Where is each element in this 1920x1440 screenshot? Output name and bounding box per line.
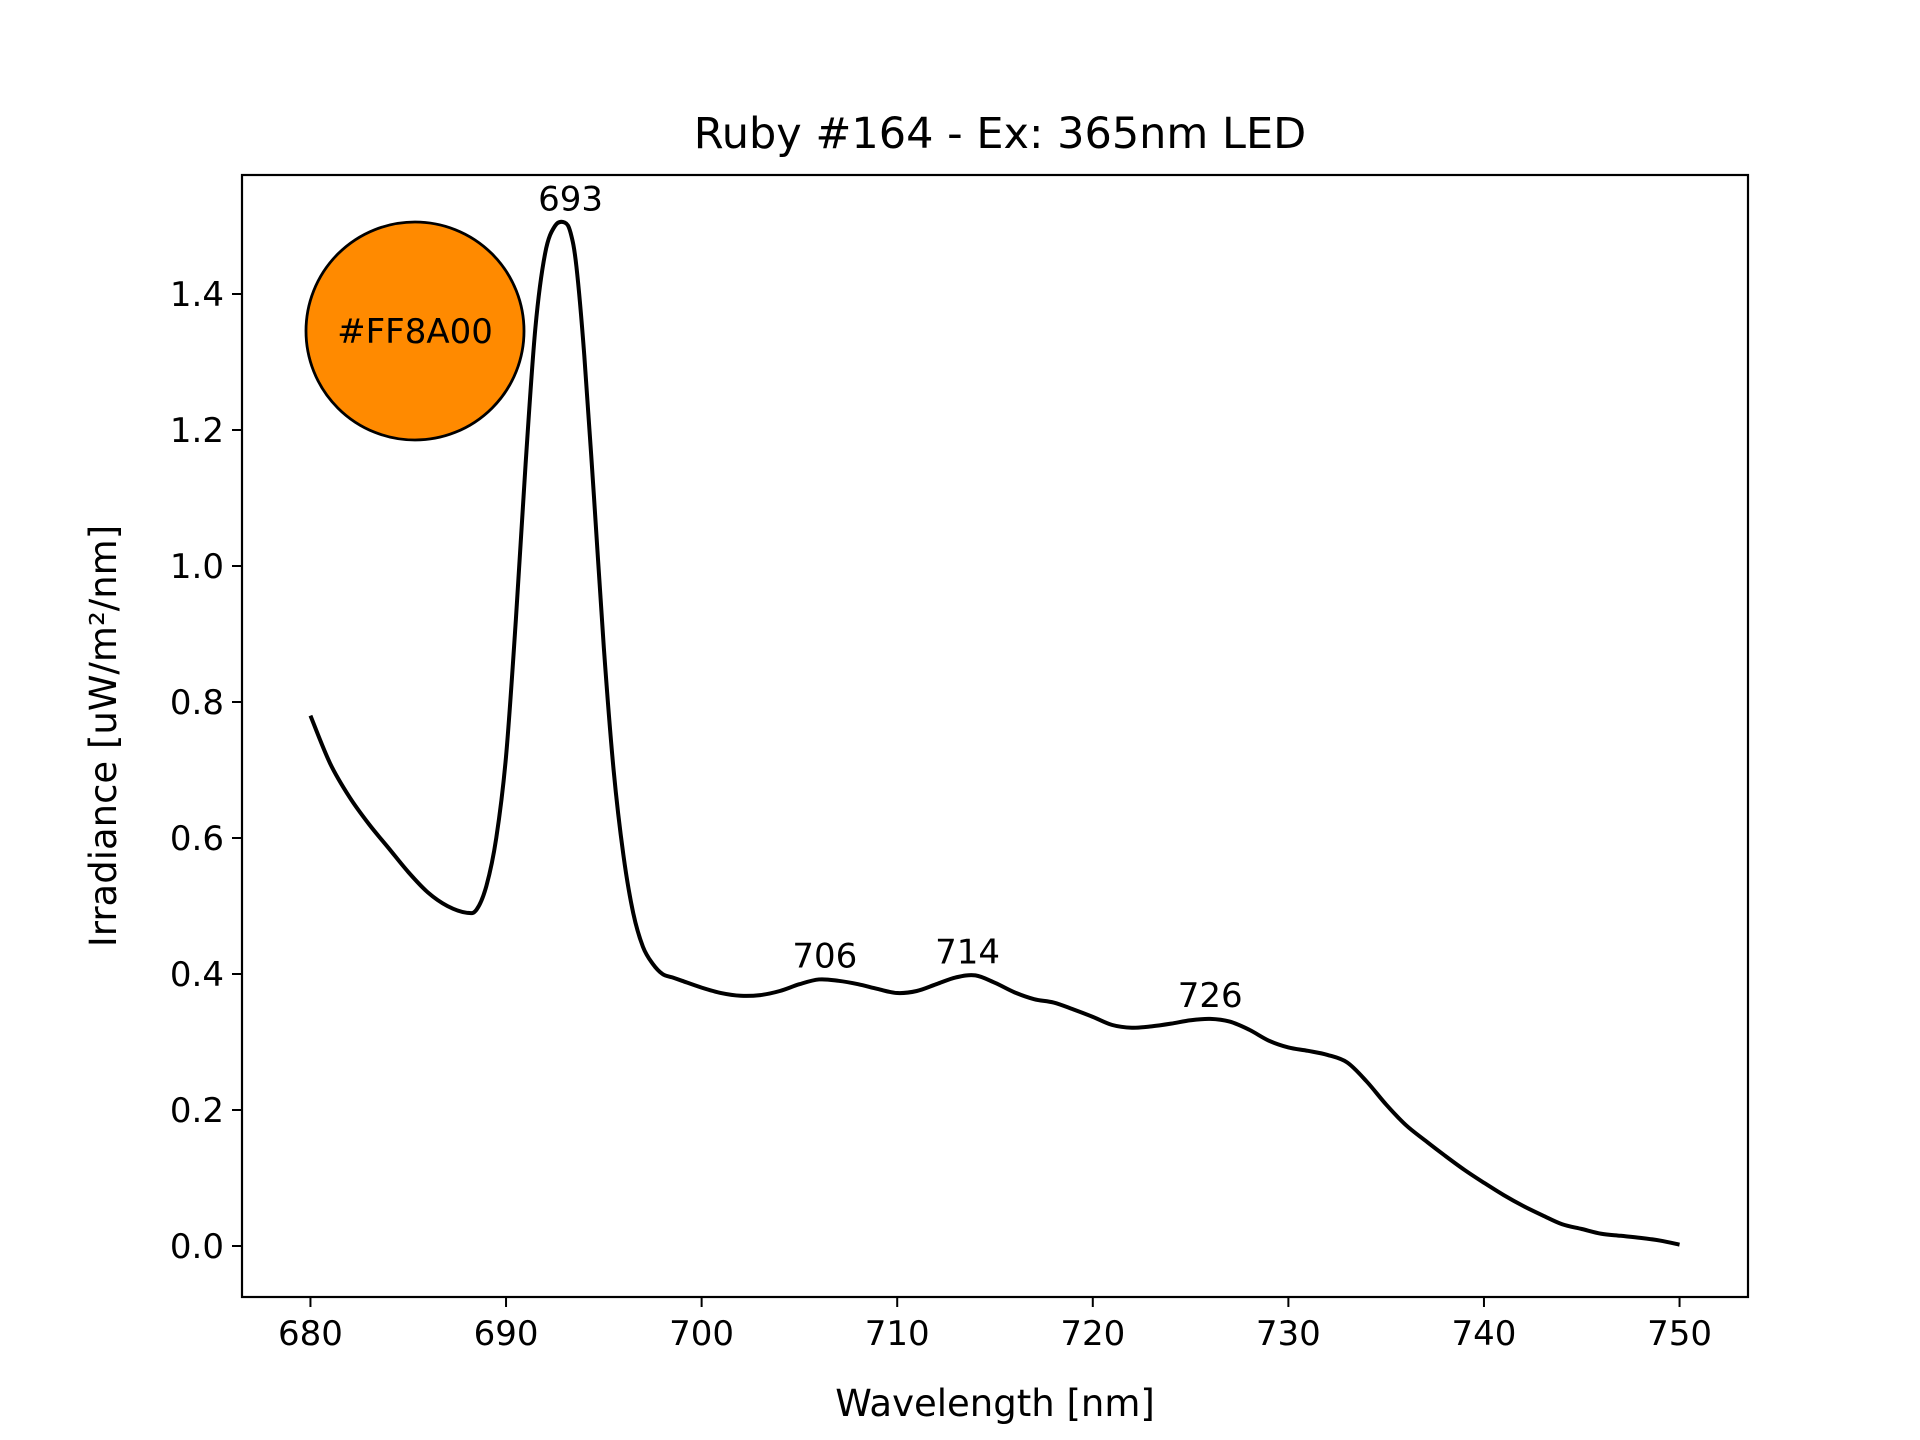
color-swatch: #FF8A00: [304, 220, 526, 442]
x-tick-label: 750: [1647, 1314, 1712, 1354]
y-tick-label: 1.2: [170, 411, 224, 451]
peak-label: 706: [792, 936, 857, 976]
y-tick-label: 0.8: [170, 683, 224, 723]
y-axis-ticks: 0.0 0.2 0.4 0.6 0.8 1.0 1.2 1.4: [170, 275, 242, 1267]
x-tick-label: 680: [278, 1314, 343, 1354]
y-tick-label: 1.4: [170, 275, 224, 315]
y-axis-label-main: Irradiance [uW/m²/nm]: [82, 525, 125, 947]
peak-label: 714: [935, 932, 1000, 972]
x-tick-label: 700: [669, 1314, 734, 1354]
peak-label: 693: [538, 180, 603, 220]
y-tick-label: 0.6: [170, 819, 224, 859]
y-tick-label: 0.4: [170, 955, 224, 995]
plot-frame: [240, 173, 1750, 1299]
spectrum-line: [308, 219, 1680, 1247]
x-axis-ticks: 680 690 700 710 720 730 740 750: [278, 1297, 1712, 1354]
color-swatch-label: #FF8A00: [337, 312, 493, 352]
peak-labels: 693 706 714 726: [538, 180, 1242, 1016]
x-tick-label: 710: [865, 1314, 930, 1354]
x-axis-label: Wavelength [nm]: [835, 1382, 1155, 1425]
x-tick-label: 690: [474, 1314, 539, 1354]
y-axis-label: Irradiance [uW/m²/nm]: [82, 525, 125, 947]
peak-label: 726: [1178, 976, 1243, 1016]
y-tick-label: 0.0: [170, 1227, 224, 1267]
chart-title: Ruby #164 - Ex: 365nm LED: [694, 109, 1306, 159]
color-swatch-circle: [304, 220, 526, 442]
x-tick-label: 740: [1452, 1314, 1517, 1354]
y-tick-label: 0.2: [170, 1091, 224, 1131]
x-tick-label: 720: [1060, 1314, 1125, 1354]
y-tick-label: 1.0: [170, 547, 224, 587]
x-tick-label: 730: [1256, 1314, 1321, 1354]
